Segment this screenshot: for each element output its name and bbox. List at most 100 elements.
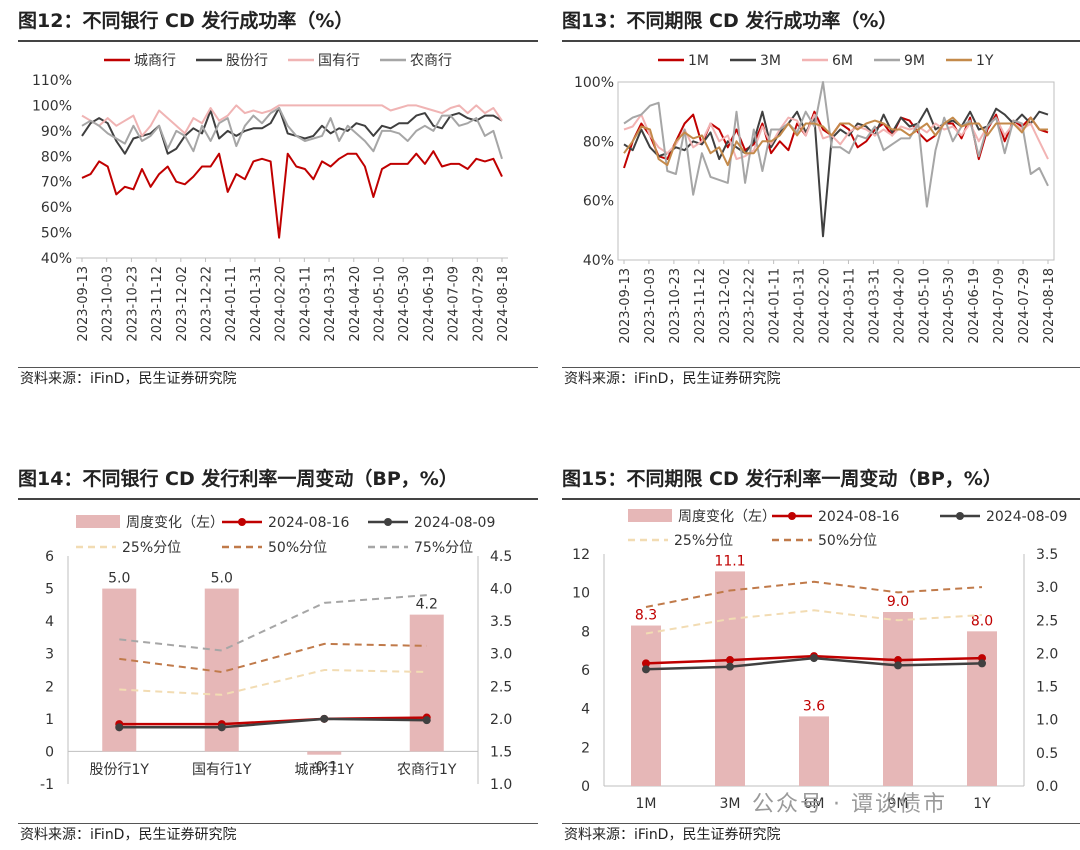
x-tick-label: 2024-01-11 (768, 268, 783, 344)
x-tick-label: 2024-04-20 (348, 266, 363, 342)
x-tick-label: 2024-06-19 (967, 268, 982, 344)
y-left-tick-label: 2 (45, 679, 54, 695)
y-left-tick-label: 8 (581, 624, 590, 640)
series-marker (726, 662, 734, 671)
panel-fig12: 图12：不同银行 CD 发行成功率（%） 40% 50% 60% 70% 80% 90% 1… (18, 6, 538, 391)
category-label: 1M (636, 796, 657, 812)
series-line-4 (645, 580, 983, 608)
x-tick-label: 2023-10-03 (101, 266, 116, 342)
x-tick-label: 2023-12-02 (718, 268, 733, 344)
y-left-tick-label: 5 (45, 582, 54, 598)
y-right-tick-label: 2.5 (1036, 613, 1058, 629)
x-tick-label: 2024-06-19 (422, 266, 437, 342)
y-tick-label: 60% (583, 194, 614, 210)
y-left-tick-label: -1 (40, 777, 54, 793)
x-tick-label: 2023-09-13 (76, 266, 91, 342)
y-left-tick-label: 4 (581, 702, 590, 718)
legend-marker (238, 518, 246, 526)
legend-label: 城商行 (134, 53, 176, 69)
bar-value-label: 8.3 (635, 608, 657, 624)
y-right-tick-label: 4.5 (490, 549, 512, 565)
source-rule (562, 367, 1080, 368)
legend-label: 25%分位 (674, 533, 733, 549)
x-tick-label: 2023-09-13 (618, 268, 633, 344)
series-line-2 (623, 107, 1049, 238)
legend-label: 2024-08-16 (818, 509, 899, 525)
y-left-tick-label: 3 (45, 647, 54, 663)
chart-fig14: -1 0 1 2 3 4 5 6 1.0 1.5 2.0 2.5 3.0 3.5 4.0 4.5 股份行1Y 国有… (40, 515, 512, 793)
legend-label: 2024-08-09 (414, 515, 495, 531)
y-right-tick-label: 0.5 (1036, 746, 1058, 762)
series-marker (217, 723, 226, 732)
y-left-tick-label: 6 (45, 549, 54, 565)
x-tick-label: 2024-01-31 (793, 268, 808, 344)
source-rule (562, 823, 1080, 824)
x-tick-label: 2024-07-29 (471, 266, 486, 342)
x-tick-label: 2024-07-09 (992, 268, 1007, 344)
chart-title: 图14：不同银行 CD 发行利率一周变动（BP，%） (18, 468, 458, 490)
x-tick-label: 2023-10-23 (125, 266, 140, 342)
series-marker (978, 659, 986, 668)
x-tick-label: 2024-05-10 (917, 268, 932, 344)
title-rule (18, 40, 538, 42)
chart-title: 图13：不同期限 CD 发行成功率（%） (562, 10, 898, 32)
category-label: 股份行1Y (90, 762, 150, 778)
bar (715, 571, 745, 786)
y-right-tick-label: 1.5 (490, 744, 512, 760)
title-rule (562, 40, 1080, 42)
category-label: 9M (888, 796, 909, 812)
legend-label: 1M (688, 53, 709, 69)
y-left-tick-label: 2 (581, 740, 590, 756)
x-tick-label: 2024-02-20 (274, 266, 289, 342)
legend-label: 9M (904, 53, 925, 69)
y-right-tick-label: 2.0 (1036, 646, 1058, 662)
y-right-tick-label: 3.0 (490, 647, 512, 663)
x-tick-label: 2023-10-03 (643, 268, 658, 344)
bar (799, 716, 829, 786)
category-label: 1Y (973, 796, 991, 812)
y-left-tick-label: 1 (45, 712, 54, 728)
series-line-4 (81, 107, 503, 160)
chart-fig13: 40% 60% 80% 100% 2023-09-13 2023-10-03 2023-10… (574, 53, 1057, 344)
x-tick-label: 2024-05-30 (942, 268, 957, 344)
x-tick-label: 2024-01-31 (249, 266, 264, 342)
series-line-3 (645, 609, 983, 635)
y-left-tick-label: 12 (572, 547, 590, 563)
x-tick-label: 2023-10-23 (668, 268, 683, 344)
legend-label: 周度变化（左） (678, 509, 776, 525)
bar (631, 625, 661, 786)
y-right-tick-label: 3.5 (1036, 547, 1058, 563)
legend-label: 3M (760, 53, 781, 69)
y-tick-label: 100% (574, 75, 614, 91)
series-marker (642, 659, 650, 668)
x-tick-label: 2024-05-30 (397, 266, 412, 342)
legend-marker (788, 512, 796, 520)
series-marker (810, 654, 818, 663)
x-tick-label: 2024-08-18 (1042, 268, 1057, 344)
y-right-tick-label: 3.0 (1036, 580, 1058, 596)
bar (307, 751, 342, 755)
bar-value-label: -0.1 (311, 759, 338, 775)
y-tick-label: 110% (32, 73, 72, 89)
legend-label: 国有行 (318, 53, 360, 69)
series-marker (642, 665, 650, 674)
series-marker (726, 656, 734, 665)
bar-value-label: 4.2 (416, 597, 438, 613)
x-tick-label: 2024-07-09 (447, 266, 462, 342)
legend-swatch (76, 515, 120, 528)
series-marker (422, 716, 431, 725)
source-rule (18, 367, 538, 368)
legend-marker (956, 512, 964, 520)
y-tick-label: 80% (583, 134, 614, 150)
category-label: 国有行1Y (192, 762, 252, 778)
category-label: 6M (804, 796, 825, 812)
series-marker (115, 723, 124, 732)
chart-source: 资料来源：iFinD，民生证券研究院 (564, 827, 781, 843)
chart-fig12: 40% 50% 60% 70% 80% 90% 100% 110% 2023-09-13 2023… (32, 53, 511, 342)
title-rule (562, 498, 1080, 500)
legend-label: 25%分位 (122, 540, 181, 556)
series-line-1 (119, 716, 427, 726)
x-tick-label: 2024-04-20 (892, 268, 907, 344)
plot-frame (617, 81, 1055, 261)
y-right-tick-label: 1.0 (490, 777, 512, 793)
